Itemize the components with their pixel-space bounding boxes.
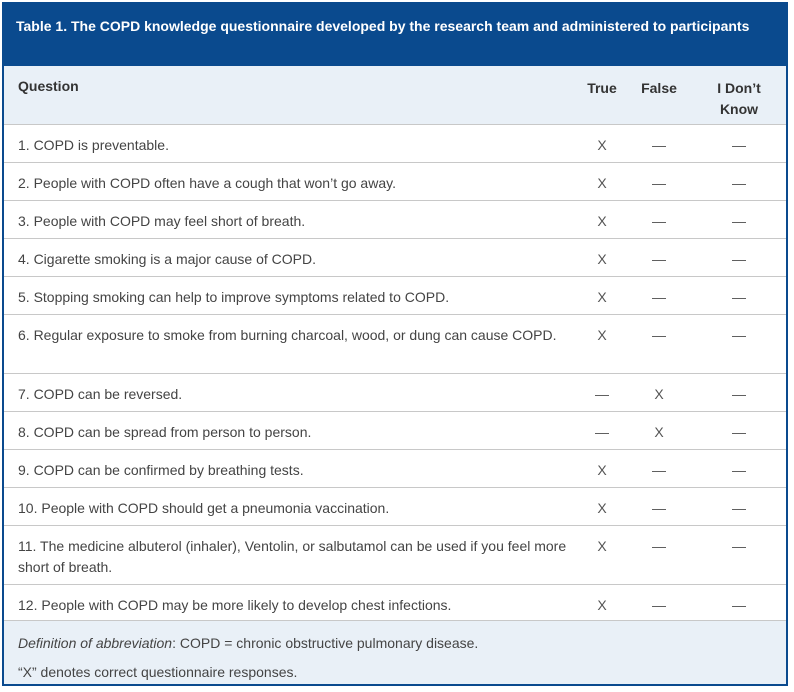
row-true: X (597, 213, 607, 229)
footnote-abbreviation: Definition of abbreviation: COPD = chron… (18, 633, 478, 653)
row-question: 1. COPD is preventable. (18, 137, 169, 153)
row-question: 5. Stopping smoking can help to improve … (18, 289, 450, 305)
row-true: X (597, 251, 607, 267)
row-true: X (597, 500, 607, 516)
table-row: 10. People with COPD should get a pneumo… (4, 487, 786, 525)
header-false: False (641, 80, 677, 96)
table-row: 8. COPD can be spread from person to per… (4, 411, 786, 449)
row-idk: — (732, 500, 746, 516)
row-false: X (654, 386, 664, 402)
row-true: X (597, 462, 607, 478)
row-idk: — (732, 386, 746, 402)
row-question: 10. People with COPD should get a pneumo… (18, 500, 390, 516)
row-false: — (652, 175, 666, 191)
row-idk: — (732, 251, 746, 267)
row-question: 4. Cigarette smoking is a major cause of… (18, 251, 317, 267)
table-row: 7. COPD can be reversed. — X — (4, 373, 786, 411)
row-true: X (597, 137, 607, 153)
header-idk-line1: I Don’t (717, 80, 761, 96)
row-idk: — (732, 289, 746, 305)
table-row: 2. People with COPD often have a cough t… (4, 162, 786, 200)
table-frame: Table 1. The COPD knowledge questionnair… (2, 2, 788, 686)
row-false: — (652, 327, 666, 343)
table-row: 1. COPD is preventable. X — — (4, 124, 786, 162)
row-idk: — (732, 137, 746, 153)
table-footnotes: Definition of abbreviation: COPD = chron… (4, 620, 786, 684)
row-question: 6. Regular exposure to smoke from burnin… (18, 327, 557, 343)
table-row: 4. Cigarette smoking is a major cause of… (4, 238, 786, 276)
footnote-note: “X” denotes correct questionnaire respon… (18, 664, 298, 680)
header-true: True (587, 80, 617, 96)
row-question: 7. COPD can be reversed. (18, 386, 183, 402)
row-question: 2. People with COPD often have a cough t… (18, 175, 396, 191)
footnote-abbrev-text: : COPD = chronic obstructive pulmonary d… (172, 635, 479, 651)
row-true: — (595, 386, 609, 402)
row-idk: — (732, 327, 746, 343)
row-idk: — (732, 175, 746, 191)
row-idk: — (732, 424, 746, 440)
row-false: — (652, 538, 666, 554)
header-question: Question (18, 78, 79, 94)
row-true: X (597, 289, 607, 305)
row-false: — (652, 500, 666, 516)
table-caption: Table 1. The COPD knowledge questionnair… (4, 4, 786, 66)
row-idk: — (732, 538, 746, 554)
table-row: 6. Regular exposure to smoke from burnin… (4, 314, 786, 373)
table-header: Question True False I Don’t Know (4, 66, 786, 124)
row-false: — (652, 597, 666, 613)
row-question: 11. The medicine albuterol (inhaler), Ve… (18, 538, 567, 575)
row-false: X (654, 424, 664, 440)
row-true: X (597, 597, 607, 613)
row-idk: — (732, 597, 746, 613)
row-idk: — (732, 213, 746, 229)
row-question: 9. COPD can be confirmed by breathing te… (18, 462, 304, 478)
row-question: 3. People with COPD may feel short of br… (18, 213, 306, 229)
footnote-abbrev-label: Definition of abbreviation (18, 635, 173, 651)
table-row: 11. The medicine albuterol (inhaler), Ve… (4, 525, 786, 584)
row-true: — (595, 424, 609, 440)
row-true: X (597, 538, 607, 554)
row-false: — (652, 251, 666, 267)
row-false: — (652, 289, 666, 305)
row-false: — (652, 137, 666, 153)
row-true: X (597, 327, 607, 343)
table-row: 5. Stopping smoking can help to improve … (4, 276, 786, 314)
table-row: 3. People with COPD may feel short of br… (4, 200, 786, 238)
row-false: — (652, 213, 666, 229)
row-true: X (597, 175, 607, 191)
row-idk: — (732, 462, 746, 478)
table-row: 9. COPD can be confirmed by breathing te… (4, 449, 786, 487)
row-false: — (652, 462, 666, 478)
table-row: 12. People with COPD may be more likely … (4, 584, 786, 620)
row-question: 8. COPD can be spread from person to per… (18, 424, 312, 440)
header-idk-line2: Know (719, 101, 759, 117)
row-question: 12. People with COPD may be more likely … (18, 597, 452, 613)
header-idk: I Don’t Know (694, 78, 784, 120)
